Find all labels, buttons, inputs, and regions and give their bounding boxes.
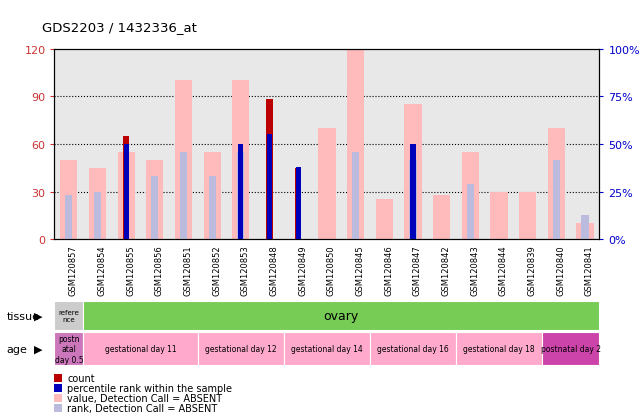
Bar [83,332,198,366]
Bar [123,137,129,240]
Bar [370,332,456,366]
Text: GSM120844: GSM120844 [499,244,508,295]
Text: GSM120855: GSM120855 [126,244,135,295]
Bar [238,145,244,240]
Text: value, Detection Call = ABSENT: value, Detection Call = ABSENT [67,393,222,403]
Text: tissue: tissue [6,311,39,321]
Text: ovary: ovary [324,309,359,323]
Text: gestational day 12: gestational day 12 [205,344,277,354]
Text: gestational day 14: gestational day 14 [291,344,363,354]
Bar [180,152,187,240]
Bar [117,152,135,240]
Bar [65,195,72,240]
Text: GSM120846: GSM120846 [384,244,394,295]
Text: ▶: ▶ [34,311,43,321]
Bar [352,152,359,240]
Text: ▶: ▶ [34,344,43,354]
Text: GSM120857: GSM120857 [69,244,78,295]
Bar [267,100,272,240]
Text: GSM120840: GSM120840 [556,244,565,295]
Bar [146,160,163,240]
Text: age: age [6,344,28,354]
Text: GSM120843: GSM120843 [470,244,479,295]
Bar [175,81,192,240]
Bar [467,184,474,240]
Bar [410,160,417,240]
Bar [60,160,78,240]
Bar [319,129,335,240]
Text: GSM120856: GSM120856 [155,244,164,295]
Bar [490,192,508,240]
Text: GSM120851: GSM120851 [183,244,192,295]
Text: GSM120850: GSM120850 [327,244,336,295]
Bar [54,301,83,330]
Bar [296,167,301,240]
Bar [151,176,158,240]
Bar [284,332,370,366]
Bar [94,192,101,240]
Text: GSM120842: GSM120842 [442,244,451,295]
Text: GSM120845: GSM120845 [356,244,365,295]
Text: GSM120841: GSM120841 [585,244,594,295]
Bar [232,81,249,240]
Bar [433,195,450,240]
Bar [581,216,588,240]
Bar [542,332,599,366]
Bar [237,152,244,240]
Text: percentile rank within the sample: percentile rank within the sample [67,383,232,393]
Text: GSM120852: GSM120852 [212,244,221,295]
Bar [208,176,216,240]
Bar [462,152,479,240]
Bar [295,169,301,240]
Bar [410,145,415,240]
Text: gestational day 16: gestational day 16 [377,344,449,354]
Bar [204,152,221,240]
Text: rank, Detection Call = ABSENT: rank, Detection Call = ABSENT [67,403,217,413]
Bar [266,152,273,240]
Text: GSM120854: GSM120854 [97,244,106,295]
Text: GDS2203 / 1432336_at: GDS2203 / 1432336_at [42,21,197,33]
Text: gestational day 11: gestational day 11 [104,344,176,354]
Bar [553,160,560,240]
Text: refere
nce: refere nce [58,309,79,323]
Bar [89,169,106,240]
Bar [519,192,537,240]
Text: postnatal day 2: postnatal day 2 [540,344,601,354]
Bar [547,129,565,240]
Bar [376,200,393,240]
Text: GSM120849: GSM120849 [298,244,307,295]
Bar [456,332,542,366]
Text: GSM120853: GSM120853 [241,244,250,295]
Bar [267,135,272,240]
Bar [198,332,284,366]
Text: GSM120839: GSM120839 [528,244,537,295]
Text: GSM120847: GSM120847 [413,244,422,295]
Bar [347,50,364,240]
Text: count: count [67,373,95,383]
Text: GSM120848: GSM120848 [270,244,279,295]
Bar [54,332,83,366]
Text: gestational day 18: gestational day 18 [463,344,535,354]
Text: postn
atal
day 0.5: postn atal day 0.5 [54,334,83,364]
Bar [576,224,594,240]
Bar [124,145,129,240]
Bar [404,105,422,240]
